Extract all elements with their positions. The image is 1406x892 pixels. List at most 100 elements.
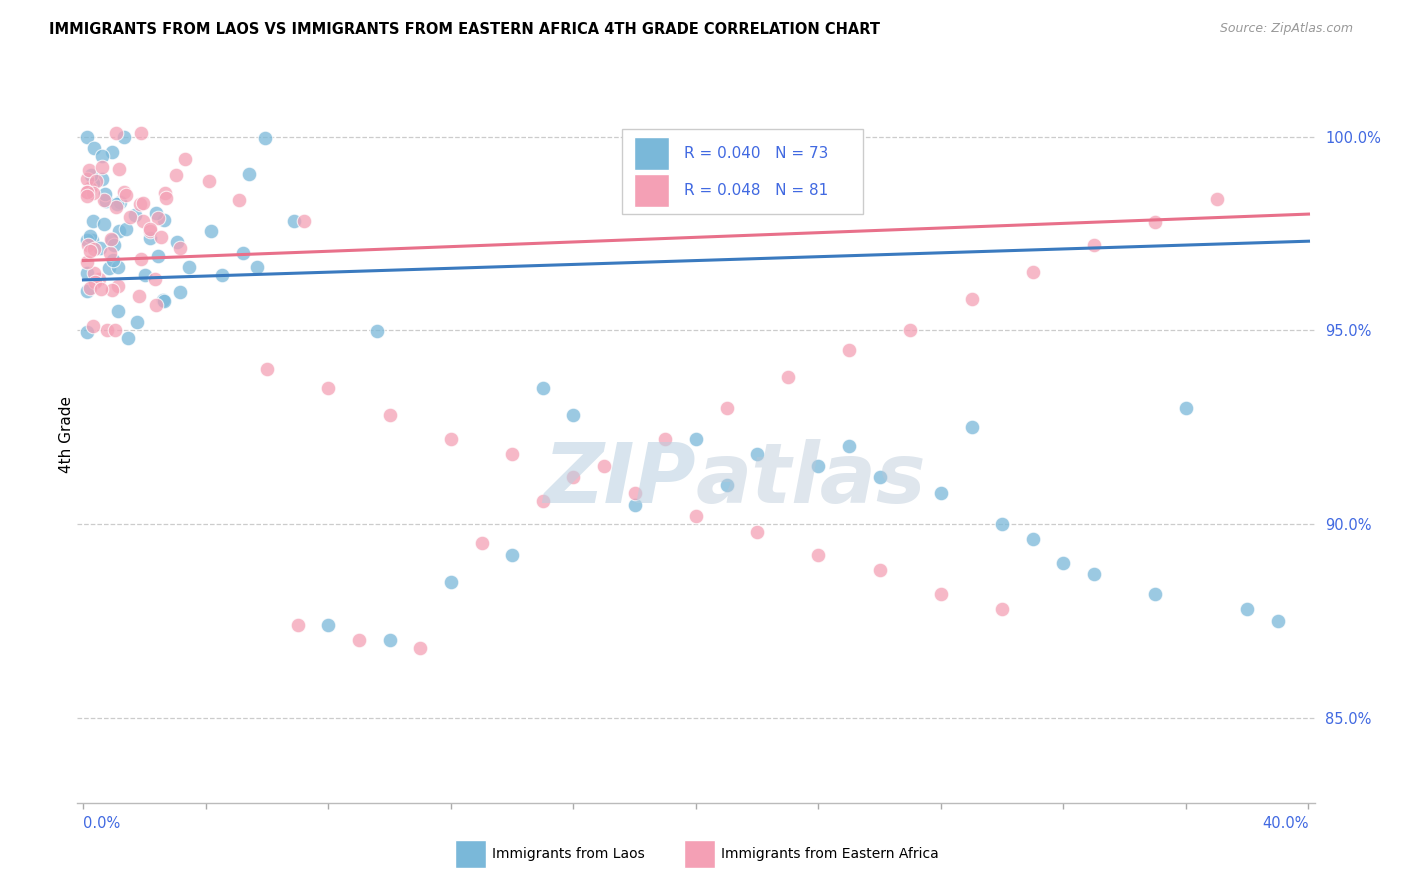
Point xyxy=(869,563,891,577)
Point xyxy=(378,409,401,423)
Point xyxy=(256,362,278,376)
Point xyxy=(501,447,523,461)
Point xyxy=(128,289,150,303)
Text: 0.0%: 0.0% xyxy=(83,816,121,831)
Point xyxy=(104,126,127,140)
Point xyxy=(531,381,554,395)
Point xyxy=(292,214,315,228)
Point xyxy=(94,187,117,202)
Point xyxy=(838,343,860,357)
Point xyxy=(103,253,125,268)
Point xyxy=(76,185,98,199)
Point xyxy=(84,174,107,188)
Point xyxy=(165,168,187,182)
Point xyxy=(198,173,221,187)
Point xyxy=(1052,556,1074,570)
Point xyxy=(654,432,676,446)
Point xyxy=(84,275,107,289)
FancyBboxPatch shape xyxy=(634,174,669,207)
Point xyxy=(101,233,124,247)
Point xyxy=(107,223,129,237)
Point xyxy=(807,548,830,562)
Point xyxy=(228,193,250,207)
Point xyxy=(143,272,166,286)
Text: ZIP: ZIP xyxy=(543,439,696,519)
Point xyxy=(366,325,388,339)
Point xyxy=(132,214,155,228)
Point xyxy=(1175,401,1198,415)
Point xyxy=(82,186,104,200)
Point xyxy=(283,213,305,227)
Point xyxy=(253,131,276,145)
Point xyxy=(152,293,174,307)
FancyBboxPatch shape xyxy=(621,129,863,214)
Point xyxy=(177,260,200,275)
Point xyxy=(127,315,149,329)
Point xyxy=(716,478,738,492)
Text: Source: ZipAtlas.com: Source: ZipAtlas.com xyxy=(1219,22,1353,36)
Point xyxy=(100,145,122,159)
Point xyxy=(174,152,197,166)
Point xyxy=(1083,238,1105,252)
Point xyxy=(79,281,101,295)
Point xyxy=(1022,265,1045,279)
Point xyxy=(471,536,494,550)
Point xyxy=(93,217,115,231)
Point xyxy=(76,188,98,202)
Point xyxy=(129,197,152,211)
Point xyxy=(80,233,103,247)
Point xyxy=(89,241,111,255)
Point xyxy=(108,195,131,210)
Point xyxy=(139,224,162,238)
Point xyxy=(96,323,118,337)
Point xyxy=(124,208,146,222)
Point xyxy=(155,191,177,205)
Point xyxy=(139,231,162,245)
Point xyxy=(104,200,127,214)
Point xyxy=(90,160,112,174)
Point xyxy=(318,617,340,632)
Point xyxy=(82,214,104,228)
Point xyxy=(83,141,105,155)
Point xyxy=(107,278,129,293)
Point xyxy=(200,224,222,238)
Point xyxy=(929,486,952,500)
Point xyxy=(134,268,156,282)
Point xyxy=(79,229,101,244)
Text: Immigrants from Eastern Africa: Immigrants from Eastern Africa xyxy=(721,847,938,861)
Point xyxy=(347,633,370,648)
Point xyxy=(166,235,188,249)
Point xyxy=(440,432,463,446)
Point xyxy=(100,283,122,297)
Point xyxy=(593,458,616,473)
Point xyxy=(232,246,254,260)
Point xyxy=(1144,587,1167,601)
Point xyxy=(91,171,114,186)
Point xyxy=(145,205,167,219)
Text: atlas: atlas xyxy=(696,439,927,519)
Point xyxy=(287,617,309,632)
Point xyxy=(1022,533,1045,547)
Point xyxy=(80,169,103,183)
Text: R = 0.040   N = 73: R = 0.040 N = 73 xyxy=(683,146,828,161)
Point xyxy=(94,194,117,208)
Point xyxy=(82,319,104,334)
Point xyxy=(98,245,121,260)
Point xyxy=(76,285,98,299)
Point xyxy=(76,266,98,280)
Point xyxy=(76,254,98,268)
Point xyxy=(115,188,138,202)
Point xyxy=(747,447,769,461)
Point xyxy=(169,241,191,255)
Point xyxy=(90,282,112,296)
Point xyxy=(1267,614,1289,628)
Point xyxy=(1205,192,1227,206)
Point xyxy=(76,325,98,339)
Point xyxy=(104,323,127,337)
Point xyxy=(76,172,98,186)
Point xyxy=(146,211,169,225)
Point xyxy=(83,242,105,256)
Point xyxy=(82,176,104,190)
Point xyxy=(107,260,129,274)
Point xyxy=(105,196,128,211)
